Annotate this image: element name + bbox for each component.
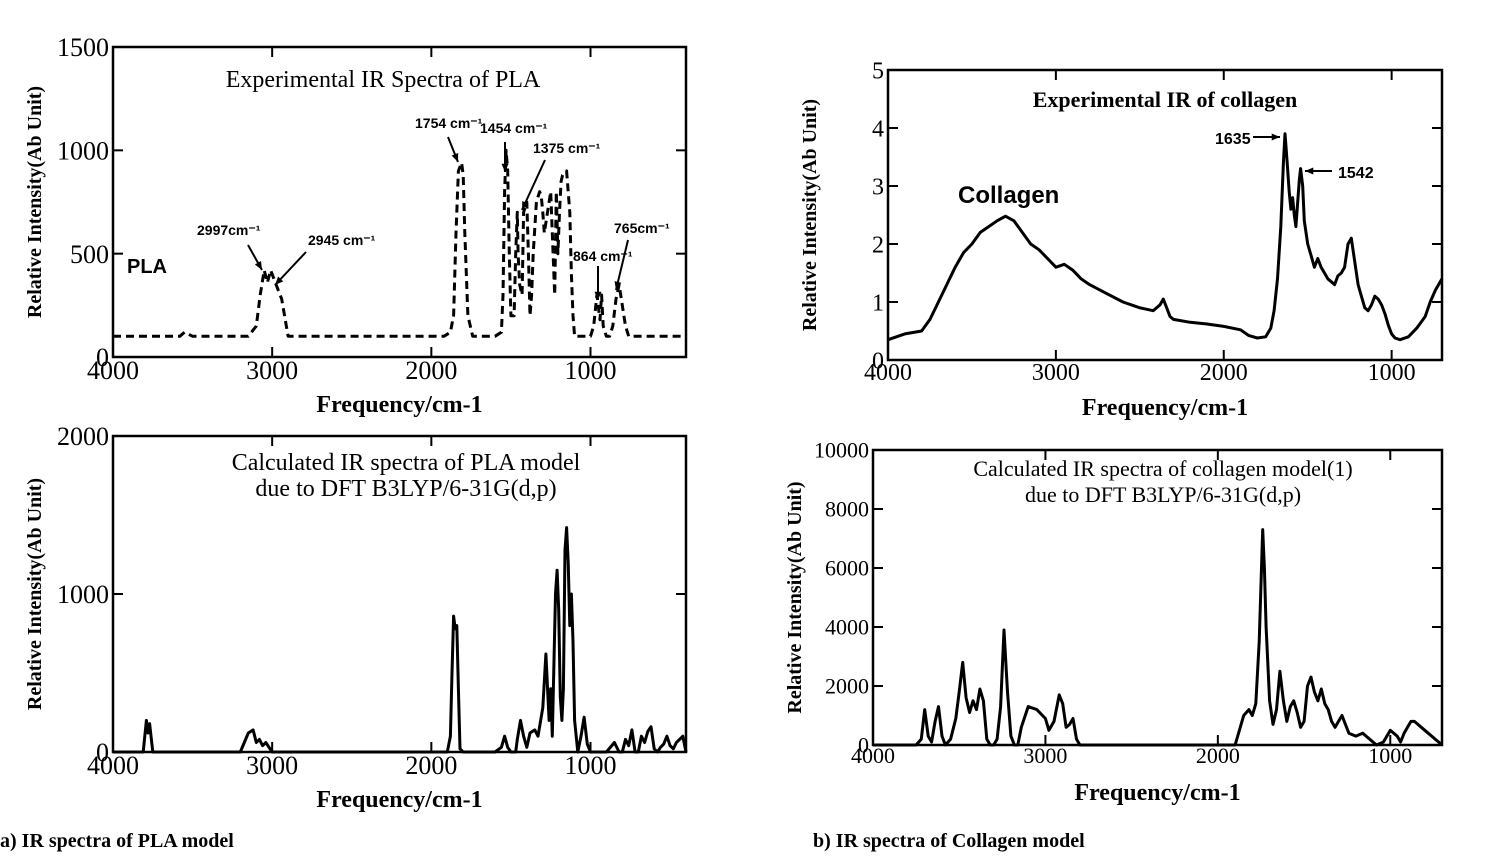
annotation-arrowhead (1305, 167, 1314, 175)
y-tick-label: 2 (872, 232, 884, 258)
y-tick-label: 8000 (825, 497, 869, 522)
x-tick-label: 4000 (87, 356, 139, 385)
y-tick-label: 0 (96, 738, 109, 767)
y-tick-label: 10000 (814, 438, 869, 463)
x-tick-label: 4000 (864, 360, 912, 386)
peak-annotation: PLA (127, 256, 167, 278)
x-tick-label: 4000 (87, 751, 139, 780)
x-axis-label: Frequency/cm-1 (1074, 780, 1240, 806)
chart-title-line: Experimental IR Spectra of PLA (226, 67, 541, 93)
annotation-arrowhead (522, 201, 529, 210)
x-axis-label: Frequency/cm-1 (316, 392, 482, 418)
y-tick-label: 3 (872, 174, 884, 200)
plot-frame (111, 45, 688, 359)
y-axis-label: Relative Intensity(Ab Unit) (799, 99, 821, 331)
x-tick-label: 3000 (246, 356, 298, 385)
x-tick-label: 3000 (1032, 360, 1080, 386)
y-tick-label: 5 (872, 58, 884, 84)
x-tick-label: 2000 (1200, 360, 1248, 386)
x-tick-label: 1000 (1368, 360, 1416, 386)
chart-title-line: due to DFT B3LYP/6-31G(d,p) (255, 476, 556, 502)
chart-1: 4000 3000 2000 1000 0 500 1000 1500 Frequency/cm… (24, 33, 688, 418)
peak-annotation: 2945 cm⁻¹ (308, 232, 376, 248)
annotation-arrowhead (275, 276, 284, 285)
x-axis-label: Frequency/cm-1 (1082, 395, 1248, 421)
peak-annotation: 765cm⁻¹ (614, 220, 670, 236)
x-tick-label: 1000 (565, 356, 617, 385)
y-tick-label: 1000 (57, 136, 109, 165)
y-tick-label: 0 (96, 343, 109, 372)
y-tick-label: 1500 (57, 33, 109, 62)
x-tick-label: 2000 (405, 751, 457, 780)
chart-title-line: Calculated IR spectra of collagen model(… (973, 456, 1352, 481)
x-tick-label: 1000 (565, 751, 617, 780)
annotation-arrow (615, 239, 629, 291)
y-tick-label: 2000 (825, 674, 869, 699)
y-axis-label: Relative Intensity(Ab Unit) (24, 478, 46, 710)
peak-annotation: 1754 cm⁻¹ (415, 115, 483, 131)
x-axis-label: Frequency/cm-1 (316, 787, 482, 813)
series-line (113, 148, 686, 338)
x-tick-label: 4000 (851, 743, 895, 768)
caption-a: a) IR spectra of PLA model (0, 830, 234, 852)
annotation-arrowhead (1271, 133, 1280, 141)
y-tick-label: 6000 (825, 556, 869, 581)
y-tick-label: 4 (872, 116, 884, 142)
y-tick-label: 2000 (57, 422, 109, 451)
series-line (887, 132, 1444, 342)
chart-4: 4000 3000 2000 10000200040006000800010000Fr… (784, 438, 1444, 806)
annotation-arrowhead (451, 153, 459, 162)
x-tick-label: 3000 (246, 751, 298, 780)
peak-annotation: Collagen (958, 182, 1059, 209)
y-axis-label: Relative Intensity(Ab Unit) (24, 86, 46, 318)
peak-annotation: 864 cm⁻¹ (573, 248, 633, 264)
annotation-arrowhead (614, 281, 622, 290)
annotation-arrowhead (594, 291, 602, 300)
plot-frame (886, 68, 1444, 362)
y-axis-label: Relative Intensity(Ab Unit) (784, 481, 806, 713)
y-tick-label: 500 (70, 240, 109, 269)
y-tick-label: 0 (858, 733, 869, 758)
y-tick-label: 4000 (825, 615, 869, 640)
chart-2: 4000 3000 2000 1000 0 1 2 3 4 5 Frequency/cm-1 Rela… (799, 58, 1444, 421)
annotation-arrowhead (254, 261, 262, 270)
peak-annotation: 2997cm⁻¹ (197, 222, 261, 238)
y-tick-label: 1 (872, 290, 884, 316)
annotation-arrow (521, 159, 546, 211)
chart-title-line: Calculated IR spectra of PLA model (232, 450, 581, 476)
series-line (113, 526, 688, 754)
peak-annotation: 1375 cm⁻¹ (533, 140, 601, 156)
annotation-arrowhead (501, 163, 509, 172)
x-tick-label: 1000 (1368, 743, 1412, 768)
caption-b: b) IR spectra of Collagen model (813, 830, 1085, 852)
peak-annotation: 1542 (1338, 165, 1374, 182)
x-tick-label: 3000 (1023, 743, 1067, 768)
peak-annotation: 1635 (1215, 131, 1251, 148)
chart-title-line: due to DFT B3LYP/6-31G(d,p) (1025, 482, 1301, 507)
series-line (873, 528, 1443, 747)
chart-3: 4000 3000 2000 1000 0 1000 2000 Frequency/cm-1 R… (24, 422, 688, 813)
x-tick-label: 2000 (1196, 743, 1240, 768)
x-tick-label: 2000 (405, 356, 457, 385)
chart-title-line: Experimental IR of collagen (1033, 87, 1298, 112)
peak-annotation: 1454 cm⁻¹ (480, 120, 548, 136)
y-tick-label: 1000 (57, 580, 109, 609)
y-tick-label: 0 (872, 348, 884, 374)
